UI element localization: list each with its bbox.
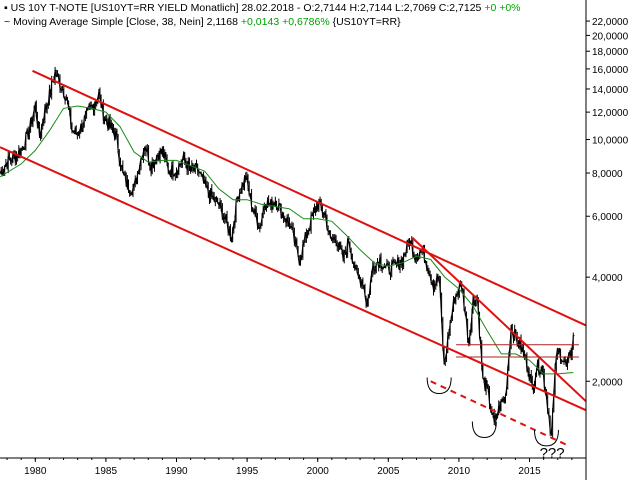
x-tick-label: 2010 (448, 466, 471, 477)
x-tick-label: 2000 (307, 466, 330, 477)
y-tick-label: 10,0000 (592, 136, 629, 147)
ma-symbol-text: {US10YT=RR} (332, 16, 401, 28)
price-close-line (0, 70, 574, 436)
x-tick-label: 1980 (24, 466, 47, 477)
moving-average-line (0, 105, 574, 375)
bottom-marker-arc (533, 429, 559, 447)
trendline-support-projection-dashed (430, 380, 570, 447)
bottom-marker-arc (426, 377, 452, 395)
y-tick-label: 18,0000 (592, 47, 629, 58)
bottom-marker-arc (471, 421, 497, 439)
y-tick-label: 2,0000 (592, 377, 623, 388)
x-tick-label: 1990 (165, 466, 188, 477)
y-tick-label: 4,0000 (592, 273, 623, 284)
y-tick-label: 22,0000 (592, 17, 629, 28)
ma-legend-icon: ~ (4, 16, 14, 28)
y-tick-label: 12,0000 (592, 108, 629, 119)
axes: 2,0000 4,0000 6,0000 8,0000 10,0000 12,0000 14… (0, 0, 629, 480)
ma-header-text: Moving Average Simple [Close, 38, Nein] … (13, 16, 238, 28)
trendline-channel-lower (0, 146, 587, 412)
y-tick-label: 16,0000 (592, 65, 629, 76)
chart-header-ma: ~ Moving Average Simple [Close, 38, Nein… (4, 16, 401, 28)
ma-change-text: +0,0143 +0,6786% (240, 16, 330, 28)
y-tick-label: 8,0000 (592, 169, 623, 180)
x-tick-label: 2005 (377, 466, 400, 477)
x-tick-label: 2015 (518, 466, 541, 477)
trendline-downtrend (411, 237, 587, 403)
price-legend-icon: ▪ (4, 2, 11, 14)
price-change-text: +0 +0% (484, 2, 521, 14)
x-tick-label: 1985 (95, 466, 118, 477)
y-tick-label: 6,0000 (592, 212, 623, 223)
plot-area: ??? (0, 66, 587, 462)
trendline-channel-upper (32, 69, 587, 327)
y-tick-label: 14,0000 (592, 85, 629, 96)
price-header-text: US 10Y T-NOTE [US10YT=RR YIELD Monatlich… (10, 2, 482, 14)
chart-header-price: ▪ US 10Y T-NOTE [US10YT=RR YIELD Monatli… (4, 2, 521, 14)
x-tick-label: 1995 (236, 466, 259, 477)
y-tick-label: 20,0000 (592, 31, 629, 42)
